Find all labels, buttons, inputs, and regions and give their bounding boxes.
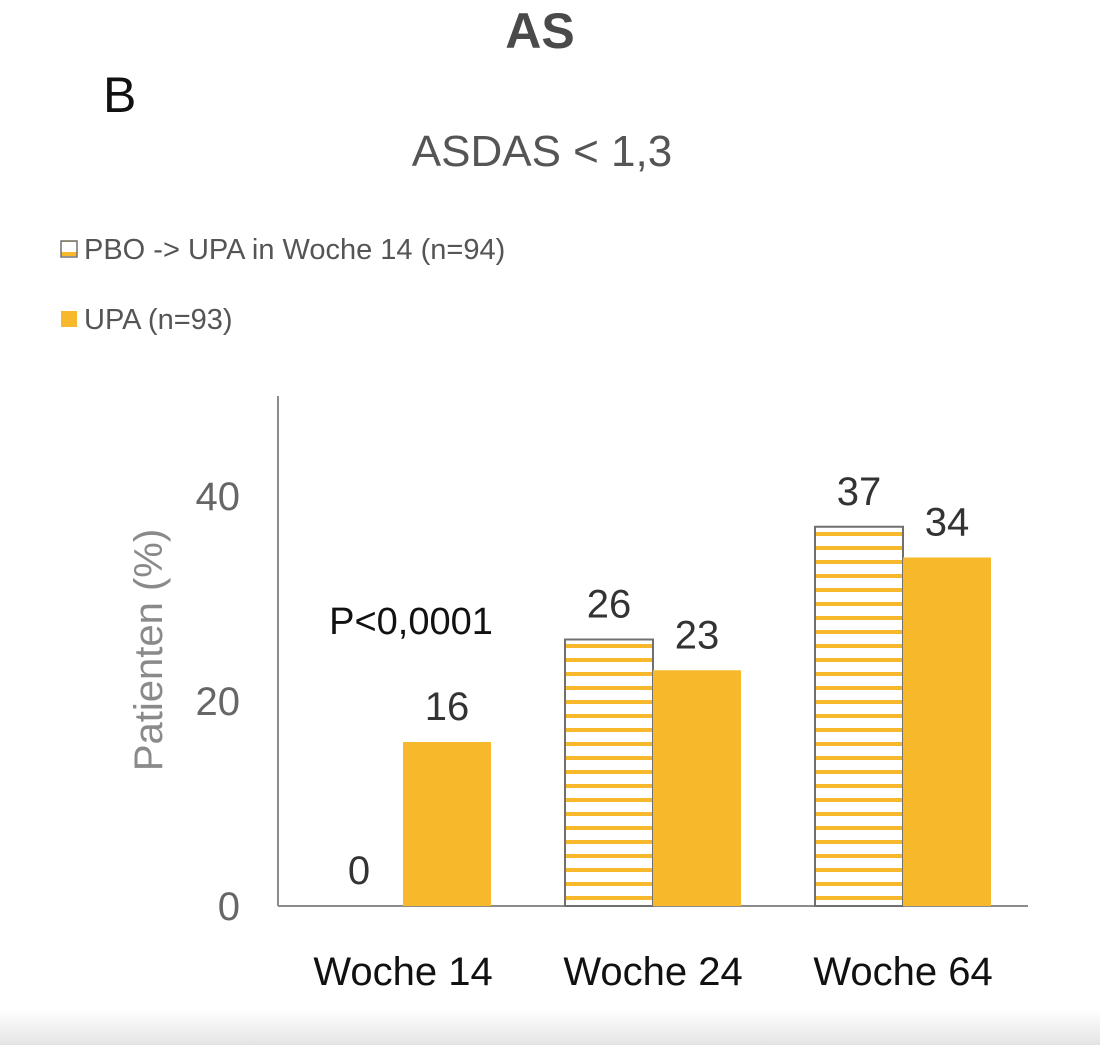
bar-pbo	[814, 525, 904, 907]
bar-upa	[403, 742, 491, 906]
bar-upa	[653, 670, 741, 906]
panel-label: B	[103, 67, 136, 123]
y-axis-label: Patienten (%)	[127, 529, 171, 771]
figure-header: AS	[505, 3, 574, 59]
plot-area: 0 20 40 0 16 Woche 14 26 23 Woche 24 37 34 Woche 64…	[196, 396, 1028, 994]
data-label: 23	[675, 613, 720, 657]
data-label: 0	[348, 849, 370, 893]
x-tick-label: Woche 24	[563, 950, 742, 994]
data-label: 26	[587, 583, 632, 627]
y-tick-label: 40	[196, 475, 241, 519]
legend-swatch-pbo	[60, 240, 78, 258]
p-value-annotation: P<0,0001	[329, 601, 493, 643]
bar-pbo	[564, 638, 654, 907]
data-label: 16	[425, 685, 470, 729]
legend: PBO -> UPA in Woche 14 (n=94) UPA (n=93)	[60, 234, 505, 336]
x-tick-label: Woche 14	[313, 950, 492, 994]
data-label: 37	[837, 470, 882, 514]
data-label: 34	[925, 501, 970, 545]
x-tick-label: Woche 64	[813, 950, 992, 994]
bar-upa	[903, 557, 991, 906]
y-tick-label: 20	[196, 680, 241, 724]
legend-label-upa: UPA (n=93)	[84, 304, 233, 336]
bottom-shade	[0, 1010, 1100, 1045]
chart-title: ASDAS < 1,3	[412, 127, 672, 176]
legend-label-pbo: PBO -> UPA in Woche 14 (n=94)	[84, 234, 505, 266]
legend-swatch-upa	[61, 311, 77, 327]
y-tick-label: 0	[218, 885, 240, 929]
